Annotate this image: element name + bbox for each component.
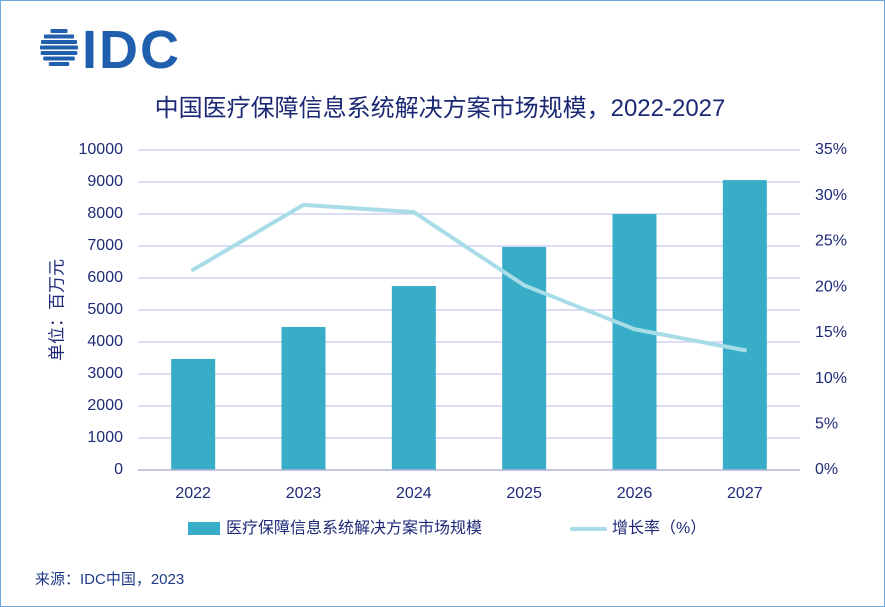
line-series	[191, 202, 747, 353]
idc-logo-text: IDC	[82, 20, 181, 80]
left-tick-label: 7000	[87, 237, 123, 254]
growth-point-2027	[742, 348, 747, 353]
bar-2023	[281, 326, 326, 470]
left-tick-label: 6000	[87, 269, 123, 286]
left-tick-label: 10000	[79, 141, 124, 158]
right-tick-label: 30%	[815, 187, 847, 204]
x-tick-label: 2024	[396, 485, 432, 502]
bar-2022	[171, 358, 216, 470]
right-axis-ticks: 0% 5% 10% 15% 20% 25% 30% 35%	[815, 141, 847, 478]
y-axis-label: 单位：百万元	[47, 259, 66, 361]
right-tick-label: 10%	[815, 370, 847, 387]
x-tick-label: 2027	[727, 485, 763, 502]
bar-2026	[612, 214, 657, 470]
growth-point-2026	[632, 327, 637, 332]
left-tick-label: 8000	[87, 205, 123, 222]
x-tick-label: 2026	[617, 485, 653, 502]
left-tick-label: 2000	[87, 397, 123, 414]
bar-2025	[502, 246, 547, 470]
right-tick-label: 20%	[815, 278, 847, 295]
bar-2024	[391, 286, 436, 470]
legend: 医疗保障信息系统解决方案市场规模 增长率（%）	[188, 519, 706, 537]
idc-globe-icon	[40, 29, 78, 66]
right-tick-label: 15%	[815, 324, 847, 341]
growth-point-2023	[301, 202, 306, 207]
idc-logo: IDC	[40, 20, 181, 80]
growth-rate-line	[191, 202, 747, 353]
right-tick-label: 35%	[815, 141, 847, 158]
x-tick-label: 2023	[286, 485, 322, 502]
left-tick-label: 3000	[87, 365, 123, 382]
growth-point-2025	[522, 283, 527, 288]
growth-point-2022	[191, 267, 196, 272]
left-axis-ticks: 0 1000 2000 3000 4000 5000 6000 7000 8000 9000 100…	[79, 141, 124, 478]
x-axis-labels: 2022 2023 2024 2025 2026 2027	[175, 485, 762, 502]
x-tick-label: 2022	[175, 485, 211, 502]
gridlines	[138, 149, 800, 439]
legend-bar-label: 医疗保障信息系统解决方案市场规模	[226, 519, 482, 537]
x-tick-label: 2025	[506, 485, 542, 502]
right-tick-label: 25%	[815, 233, 847, 250]
left-tick-label: 1000	[87, 429, 123, 446]
legend-line-label: 增长率（%）	[612, 519, 706, 537]
legend-bar-swatch	[188, 522, 220, 535]
left-tick-label: 5000	[87, 301, 123, 318]
chart-title: 中国医疗保障信息系统解决方案市场规模，2022-2027	[155, 95, 726, 122]
bar-2027	[722, 180, 767, 470]
right-tick-label: 0%	[815, 461, 838, 478]
left-tick-label: 9000	[87, 173, 123, 190]
left-tick-label: 0	[114, 461, 123, 478]
left-tick-label: 4000	[87, 333, 123, 350]
right-tick-label: 5%	[815, 416, 838, 433]
bar-series	[171, 180, 767, 470]
growth-point-2024	[411, 210, 416, 215]
source-note: 来源：IDC中国，2023	[35, 571, 184, 588]
